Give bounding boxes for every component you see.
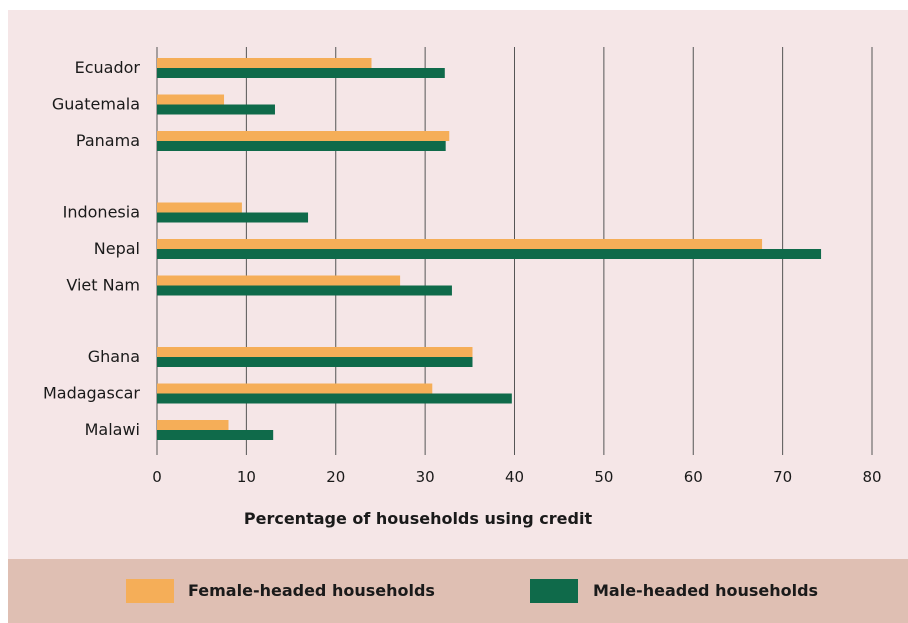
bar-female-viet-nam <box>157 275 401 286</box>
legend: Female-headed households Male-headed hou… <box>8 559 908 623</box>
bar-male-malawi <box>157 430 274 440</box>
chart-panel: Ecuador Guatemala Panama Indonesia Nepal Viet… <box>8 10 908 559</box>
legend-label-female: Female-headed households <box>188 581 435 600</box>
bar-female-indonesia <box>157 202 242 213</box>
x-tick-labels: 0 10 20 30 40 50 60 70 80 <box>152 468 881 486</box>
x-tick-label: 20 <box>326 468 345 486</box>
category-label-guatemala: Guatemala <box>52 95 140 114</box>
x-tick-label: 30 <box>416 468 435 486</box>
x-tick-label: 50 <box>594 468 613 486</box>
bar-female-guatemala <box>157 94 225 105</box>
category-label-madagascar: Madagascar <box>43 384 140 403</box>
category-label-indonesia: Indonesia <box>63 203 140 222</box>
bar-chart: Ecuador Guatemala Panama Indonesia Nepal Viet… <box>43 47 882 528</box>
category-label-panama: Panama <box>76 131 140 150</box>
bar-male-ghana <box>157 357 473 367</box>
bar-female-ecuador <box>157 58 372 68</box>
legend-swatch-female <box>126 579 174 603</box>
legend-label-male: Male-headed households <box>593 581 819 600</box>
category-label-ecuador: Ecuador <box>75 58 141 77</box>
x-tick-label: 60 <box>684 468 703 486</box>
bar-male-ecuador <box>157 68 445 78</box>
bar-female-malawi <box>157 420 229 430</box>
category-labels: Ecuador Guatemala Panama Indonesia Nepal Viet… <box>43 58 140 439</box>
bar-male-indonesia <box>157 212 309 223</box>
legend-swatch-male <box>530 579 578 603</box>
bar-male-nepal <box>157 249 822 259</box>
x-tick-label: 10 <box>237 468 256 486</box>
category-label-ghana: Ghana <box>88 347 140 366</box>
x-axis-label: Percentage of households using credit <box>244 509 593 528</box>
bar-male-viet-nam <box>157 285 452 296</box>
bar-male-guatemala <box>157 104 275 115</box>
bars <box>157 58 822 440</box>
x-tick-label: 0 <box>152 468 162 486</box>
bar-female-nepal <box>157 239 763 249</box>
x-tick-label: 40 <box>505 468 524 486</box>
x-tick-label: 70 <box>773 468 792 486</box>
category-label-nepal: Nepal <box>94 239 140 258</box>
category-label-malawi: Malawi <box>85 420 140 439</box>
x-tick-label: 80 <box>862 468 881 486</box>
bar-female-ghana <box>157 347 473 357</box>
bar-female-panama <box>157 131 450 141</box>
bar-male-madagascar <box>157 393 512 404</box>
category-label-viet-nam: Viet Nam <box>66 276 140 295</box>
bar-female-madagascar <box>157 383 433 394</box>
bar-male-panama <box>157 141 446 151</box>
